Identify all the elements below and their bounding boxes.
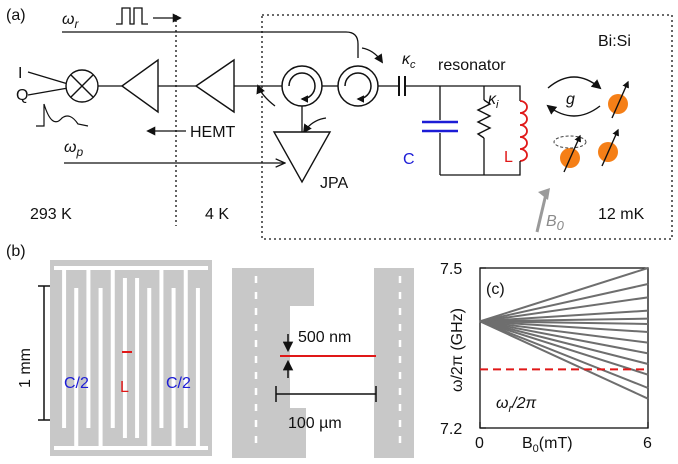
fan-lines [479,267,649,400]
mk-stage-box [261,14,673,240]
inductor-icon [519,100,528,162]
fan-line [479,296,649,323]
spin-3-icon [598,128,619,167]
kappa-c-label: κc [402,51,416,71]
fan-line [479,320,649,365]
scale-100um-label: 100 µm [288,415,342,432]
panel-a-label: (a) [6,7,26,24]
drive-arrow-icon [361,47,384,64]
hemt-amplifier-icon [194,58,235,114]
fan-line [479,320,649,344]
fan-line [479,320,649,355]
spin-1-icon [608,80,629,119]
c-half-left-label: C/2 [64,375,89,392]
signal-trace-icon [36,103,89,127]
interdigitated-capacitor [50,260,212,456]
spin-2-icon [553,134,587,173]
temp-4k-label: 4 K [205,206,229,223]
input-line-omega-r: ωr [62,7,359,58]
circulator-1-icon [281,65,323,107]
jpa-amplifier-icon [272,131,332,184]
resonator-circuit [405,85,528,176]
x-tick-label: 0 [475,435,484,452]
coupling-arrow-bottom-icon [546,104,601,117]
omega-p-label: ωp [64,139,83,159]
mixer-icon [65,69,99,103]
panel-a: (a) ωr I Q HEMT [6,7,673,240]
omega-r-label: ωr [62,11,79,31]
wire-l-label: L [120,379,129,396]
annotation-omega-r: ωr/2π [496,395,536,415]
y-tick-label: 7.2 [440,421,462,438]
x-tick-label: 6 [643,435,652,452]
jpa-label: JPA [320,175,348,192]
fan-line [479,320,649,389]
temp-mk-label: 12 mK [598,206,645,223]
b0-field-arrow-icon [535,193,548,233]
panel-b: (b) 1 mm C/2 L C/2 500 nm 1 [6,243,414,458]
reflect-arrow-icon [256,84,276,107]
kappa-i-label: κi [488,91,499,111]
chart-ticks: 7.2 7.5 0 6 [440,261,652,452]
resonator-label: resonator [438,57,506,74]
panel-b-label: (b) [6,243,26,260]
scale-1mm-label: 1 mm [17,348,34,388]
temp-room-label: 293 K [30,206,72,223]
fan-line [479,320,649,376]
fan-line [479,267,649,323]
bisi-label: Bi:Si [598,33,631,50]
jpa-in-arrow-icon [302,117,327,134]
fan-line [479,309,649,323]
b0-arrow-head-icon [538,188,550,200]
hemt-label: HEMT [190,124,236,141]
panel-c-chart: (c) ωr/2π 7.2 7.5 0 6 ω/2π (GHz) B0(mT) [440,261,652,455]
panel-c-label: (c) [486,281,505,298]
i-wire [27,71,69,85]
q-label: Q [16,87,28,104]
resistor-icon [476,99,492,139]
y-axis-label: ω/2π (GHz) [449,308,466,392]
coupling-arrow-top-icon [547,76,602,90]
y-tick-label: 7.5 [440,261,462,278]
fan-line [479,320,649,325]
wire-zoom: 500 nm 100 µm [232,268,414,458]
fan-line [479,320,649,333]
fan-line [479,320,649,400]
room-amplifier-icon [120,58,159,114]
x-axis-label: B0(mT) [522,435,573,455]
comb-slots [54,266,208,450]
inductor-label: L [504,149,513,166]
coupling-g-label: g [566,91,575,108]
q-wire [27,87,69,96]
b0-label: B0 [546,213,565,233]
c-half-right-label: C/2 [166,375,191,392]
fan-line [479,283,649,323]
input-wire [62,31,359,58]
capacitor-label: C [403,151,415,168]
pulse-icon [116,7,148,25]
scale-500nm-label: 500 nm [298,329,351,346]
i-label: I [18,65,22,82]
circulator-2-icon [337,65,379,107]
